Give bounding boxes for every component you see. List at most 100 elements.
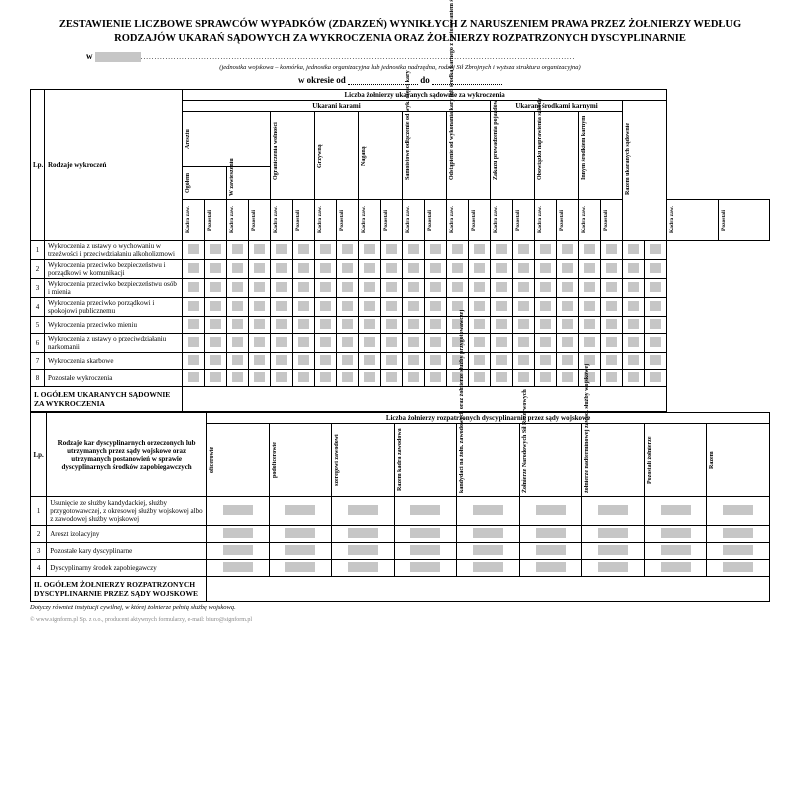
data-cell[interactable] xyxy=(337,241,359,260)
data-cell[interactable] xyxy=(205,353,227,370)
data-cell[interactable] xyxy=(425,353,447,370)
data-cell[interactable] xyxy=(557,298,579,317)
data-cell[interactable] xyxy=(557,241,579,260)
data-cell[interactable] xyxy=(457,543,520,560)
data-cell[interactable] xyxy=(623,241,645,260)
data-cell[interactable] xyxy=(403,353,425,370)
data-cell[interactable] xyxy=(337,370,359,387)
data-cell[interactable] xyxy=(227,370,249,387)
data-cell[interactable] xyxy=(491,279,513,298)
data-cell[interactable] xyxy=(332,526,395,543)
data-cell[interactable] xyxy=(315,279,337,298)
data-cell[interactable] xyxy=(249,334,271,353)
data-cell[interactable] xyxy=(359,260,381,279)
data-cell[interactable] xyxy=(269,526,332,543)
data-cell[interactable] xyxy=(469,298,491,317)
data-cell[interactable] xyxy=(645,260,667,279)
data-cell[interactable] xyxy=(513,334,535,353)
data-cell[interactable] xyxy=(293,279,315,298)
data-cell[interactable] xyxy=(227,298,249,317)
data-cell[interactable] xyxy=(293,317,315,334)
data-cell[interactable] xyxy=(557,260,579,279)
data-cell[interactable] xyxy=(601,260,623,279)
data-cell[interactable] xyxy=(645,298,667,317)
data-cell[interactable] xyxy=(271,260,293,279)
data-cell[interactable] xyxy=(601,334,623,353)
data-cell[interactable] xyxy=(269,543,332,560)
data-cell[interactable] xyxy=(623,317,645,334)
data-cell[interactable] xyxy=(293,370,315,387)
data-cell[interactable] xyxy=(271,279,293,298)
data-cell[interactable] xyxy=(469,317,491,334)
data-cell[interactable] xyxy=(337,279,359,298)
data-cell[interactable] xyxy=(491,260,513,279)
data-cell[interactable] xyxy=(315,298,337,317)
data-cell[interactable] xyxy=(645,279,667,298)
data-cell[interactable] xyxy=(513,317,535,334)
data-cell[interactable] xyxy=(205,334,227,353)
data-cell[interactable] xyxy=(469,241,491,260)
data-cell[interactable] xyxy=(645,334,667,353)
data-cell[interactable] xyxy=(513,279,535,298)
data-cell[interactable] xyxy=(205,370,227,387)
data-cell[interactable] xyxy=(183,317,205,334)
data-cell[interactable] xyxy=(582,526,645,543)
data-cell[interactable] xyxy=(491,370,513,387)
data-cell[interactable] xyxy=(519,497,582,526)
data-cell[interactable] xyxy=(513,370,535,387)
data-cell[interactable] xyxy=(205,298,227,317)
data-cell[interactable] xyxy=(425,298,447,317)
data-cell[interactable] xyxy=(271,298,293,317)
data-cell[interactable] xyxy=(403,279,425,298)
data-cell[interactable] xyxy=(457,526,520,543)
data-cell[interactable] xyxy=(381,260,403,279)
data-cell[interactable] xyxy=(315,353,337,370)
data-cell[interactable] xyxy=(403,334,425,353)
data-cell[interactable] xyxy=(601,370,623,387)
data-cell[interactable] xyxy=(582,560,645,577)
data-cell[interactable] xyxy=(513,241,535,260)
data-cell[interactable] xyxy=(337,353,359,370)
data-cell[interactable] xyxy=(315,334,337,353)
data-cell[interactable] xyxy=(425,241,447,260)
data-cell[interactable] xyxy=(447,370,469,387)
data-cell[interactable] xyxy=(249,370,271,387)
data-cell[interactable] xyxy=(183,298,205,317)
data-cell[interactable] xyxy=(579,317,601,334)
data-cell[interactable] xyxy=(249,317,271,334)
data-cell[interactable] xyxy=(519,543,582,560)
data-cell[interactable] xyxy=(381,353,403,370)
data-cell[interactable] xyxy=(519,560,582,577)
data-cell[interactable] xyxy=(469,370,491,387)
data-cell[interactable] xyxy=(227,279,249,298)
data-cell[interactable] xyxy=(707,497,770,526)
data-cell[interactable] xyxy=(579,334,601,353)
data-cell[interactable] xyxy=(447,279,469,298)
data-cell[interactable] xyxy=(183,334,205,353)
data-cell[interactable] xyxy=(579,298,601,317)
data-cell[interactable] xyxy=(271,370,293,387)
data-cell[interactable] xyxy=(227,317,249,334)
data-cell[interactable] xyxy=(491,298,513,317)
data-cell[interactable] xyxy=(425,370,447,387)
data-cell[interactable] xyxy=(227,241,249,260)
data-cell[interactable] xyxy=(227,353,249,370)
data-cell[interactable] xyxy=(381,370,403,387)
unit-blank[interactable] xyxy=(95,52,141,62)
data-cell[interactable] xyxy=(269,497,332,526)
data-cell[interactable] xyxy=(469,260,491,279)
data-cell[interactable] xyxy=(601,317,623,334)
data-cell[interactable] xyxy=(337,260,359,279)
data-cell[interactable] xyxy=(535,279,557,298)
data-cell[interactable] xyxy=(557,279,579,298)
data-cell[interactable] xyxy=(183,241,205,260)
data-cell[interactable] xyxy=(579,241,601,260)
data-cell[interactable] xyxy=(207,560,270,577)
data-cell[interactable] xyxy=(491,353,513,370)
data-cell[interactable] xyxy=(205,241,227,260)
data-cell[interactable] xyxy=(381,241,403,260)
data-cell[interactable] xyxy=(394,560,457,577)
data-cell[interactable] xyxy=(337,317,359,334)
data-cell[interactable] xyxy=(425,334,447,353)
data-cell[interactable] xyxy=(271,334,293,353)
